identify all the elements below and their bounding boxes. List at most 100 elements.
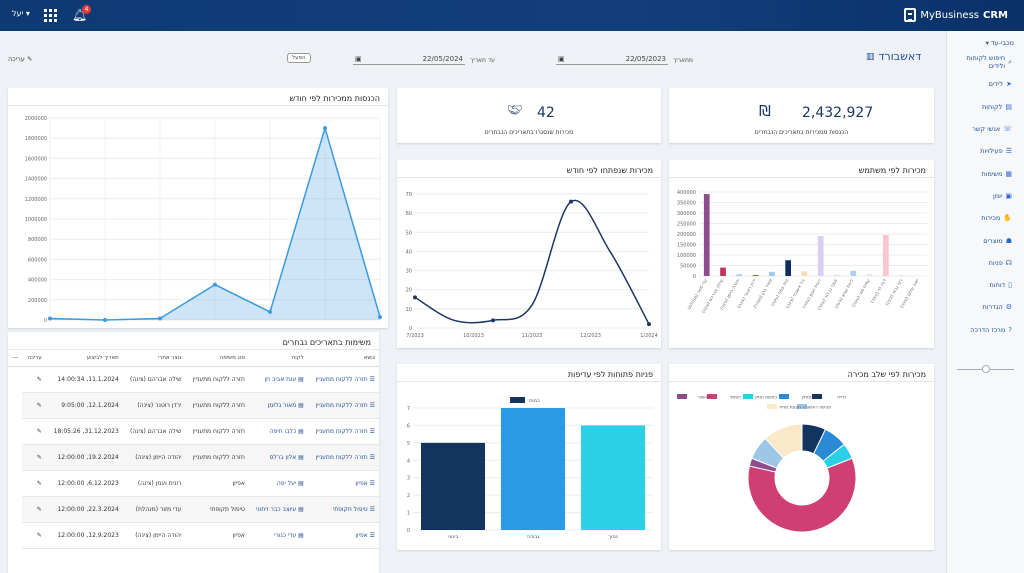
edit-pencil-icon[interactable]: ✎	[22, 392, 46, 419]
data-point	[491, 318, 495, 323]
tickets-icon: ☊	[1005, 258, 1012, 267]
table-cell: חזרה ללקוח מתעניין	[185, 418, 249, 445]
user-menu[interactable]: יעל ▾	[12, 9, 30, 18]
sidebar-item[interactable]: ▦ משימות	[947, 162, 1024, 184]
sidebar-item[interactable]: ▤ לקוחות	[947, 96, 1024, 118]
edit-pencil-icon[interactable]: ✎	[22, 496, 46, 523]
chart-title: פניות פתוחות לפי עדיפות	[397, 364, 661, 382]
y-tick-label: 1400000	[25, 177, 47, 183]
y-tick-label: 60	[406, 211, 412, 217]
account-selector[interactable]: מכבי-עד ▾	[985, 39, 1014, 47]
x-tick-label: דנה לוי (צינה)	[869, 278, 888, 305]
column-menu[interactable]: —	[8, 350, 23, 367]
to-date-input[interactable]: ▣ 22/05/2024	[353, 55, 465, 65]
revenue-area-chart: 2000000180000016000001400000120000010000…	[25, 116, 382, 324]
revenue-label: הכנסות ממכירות בתאריכים הנבחרים	[754, 129, 849, 136]
edit-dashboard-link[interactable]: עריכה ✎	[8, 55, 33, 63]
apply-filter-button[interactable]: הפעל	[287, 53, 311, 63]
table-row[interactable]: ☰ חזרה ללקוח מתעניין ▤ ענת אביב חן חזרה לל…	[8, 366, 379, 393]
sidebar-item[interactable]: ✋ מכירות	[947, 207, 1024, 229]
table-cell[interactable]: ☰ אפיון	[307, 470, 379, 497]
column-header[interactable]: סוג משימה	[185, 350, 249, 367]
sidebar-item[interactable]: ⚙ הגדרות	[947, 296, 1024, 318]
table-cell: 19.2.2024, 12:00:00	[45, 444, 123, 471]
legend-swatch	[707, 394, 717, 399]
sidebar-item[interactable]: ▯ דוחות	[947, 274, 1024, 296]
y-tick-label: 20	[406, 288, 412, 294]
closed-sales-stat-card: 🤝︎ 42 מכירות שנסגרו בתאריכים הנבחרים	[397, 88, 661, 143]
sidebar-item[interactable]: ? מרכז הדרכה	[947, 319, 1024, 341]
data-point	[569, 199, 573, 204]
sidebar-item-label: חיפוש לקוחות ולידים	[966, 54, 1006, 71]
cell-text: אלון ברלס	[269, 453, 297, 461]
table-cell[interactable]: ▤ עדי כנורי	[248, 522, 308, 549]
legend-swatch	[677, 394, 687, 399]
sidebar-item-label: הגדרות	[982, 303, 1003, 312]
legend-label: פגישה ראשונה	[803, 406, 831, 411]
from-date-input[interactable]: ▣ 22/05/2023	[556, 55, 668, 65]
cell-text: חזרה ללקוח מתעניין	[192, 427, 245, 435]
apps-grid-icon[interactable]	[44, 9, 57, 22]
edit-pencil-icon[interactable]: ✎	[22, 418, 46, 445]
sidebar-item[interactable]: ☰ פעילויות	[947, 140, 1024, 162]
sidebar-item[interactable]: ☗ מוצרים	[947, 229, 1024, 251]
customer-icon: ▤	[296, 531, 304, 539]
sidebar-item[interactable]: ☊ פניות	[947, 252, 1024, 274]
cell-text: יעל יפה	[276, 479, 297, 487]
table-cell[interactable]: ☰ חזרה ללקוח מתעניין	[307, 418, 379, 445]
table-row[interactable]: ☰ טיפול תקופתי ▤ עיוצב כבר זיתוני טיפול תק…	[8, 496, 379, 523]
sidebar-item[interactable]: ☏ אנשי קשר	[947, 118, 1024, 140]
table-cell: עדי מזור (מנהלת)	[122, 496, 186, 523]
table-cell: ירדן רוטנר (צינה)	[122, 392, 186, 419]
column-header[interactable]: לקוח	[248, 350, 308, 367]
cell-text: 31.12.2023, 18:05:26	[53, 427, 119, 435]
table-row[interactable]: ☰ חזרה ללקוח מתעניין ▤ אלון ברלס חזרה ללקו…	[8, 444, 379, 471]
edit-pencil-icon[interactable]: ✎	[22, 444, 46, 471]
table-cell[interactable]: ▤ מאור גלזמן	[248, 392, 308, 419]
y-tick-label: 40	[406, 249, 412, 255]
table-cell[interactable]: ▤ אלון ברלס	[248, 444, 308, 471]
sidebar-item[interactable]: ⌕ חיפוש לקוחות ולידים	[947, 51, 1024, 73]
table-cell[interactable]: ☰ חזרה ללקוח מתעניין	[307, 444, 379, 471]
table-row[interactable]: ☰ חזרה ללקוח מתעניין ▤ מאור גלזמן חזרה ללק…	[8, 392, 379, 419]
edit-pencil-icon[interactable]: ✎	[22, 470, 46, 497]
brand-logo[interactable]: MyBusiness CRM	[904, 8, 1008, 22]
sidebar-item-label: מרכז הדרכה	[970, 325, 1006, 334]
column-header[interactable]: תאריך לביצוע	[45, 350, 123, 367]
column-header[interactable]: עריכה	[22, 350, 46, 367]
table-row[interactable]: ☰ אפיון ▤ יעל יפה אפיון רונית ויגמן (צינה) 6…	[8, 470, 379, 497]
sidebar: מכבי-עד ▾ ⌕ חיפוש לקוחות ולידים ➤ לידים ▤ לקו…	[946, 31, 1024, 573]
edit-pencil-icon[interactable]: ✎	[22, 522, 46, 549]
edit-pencil-icon[interactable]: ✎	[22, 366, 46, 393]
sidebar-item-label: דוחות	[989, 281, 1006, 290]
y-tick-label: 5	[407, 441, 410, 447]
chart-title: מכירות לפי שלב מכירה	[669, 364, 934, 382]
table-cell[interactable]: ▤ עיוצב כבר זיתוני	[248, 496, 308, 523]
y-tick-label: 3	[407, 476, 410, 482]
column-header[interactable]: נושא	[307, 350, 379, 367]
table-title: משימות בתאריכים נבחרים	[8, 332, 379, 350]
customer-icon: ▤	[296, 453, 304, 461]
cell-text: 11.1.2024, 14:00:34	[57, 375, 119, 383]
table-row[interactable]: ☰ אפיון ▤ עדי כנורי אפיון יהודה היימן (צינה…	[8, 522, 379, 549]
table-cell[interactable]: ☰ חזרה ללקוח מתעניין	[307, 366, 379, 393]
table-cell[interactable]: ☰ טיפול תקופתי	[307, 496, 379, 523]
collapse-toggle[interactable]	[982, 365, 990, 373]
column-header[interactable]: נוצר אחרי	[122, 350, 186, 367]
table-cell[interactable]: ☰ אפיון	[307, 522, 379, 549]
table-cell[interactable]: ▤ ענת אביב חן	[248, 366, 308, 393]
sidebar-item[interactable]: ▣ יומן	[947, 185, 1024, 207]
shekel-icon: ₪	[759, 102, 771, 120]
y-tick-label: 1600000	[25, 156, 47, 162]
sidebar-item[interactable]: ➤ לידים	[947, 73, 1024, 95]
table-cell[interactable]: ▤ כלבו חיפה	[248, 418, 308, 445]
bar	[899, 274, 906, 276]
table-cell[interactable]: ▤ יעל יפה	[248, 470, 308, 497]
table-cell[interactable]: ☰ חזרה ללקוח מתעניין	[307, 392, 379, 419]
sidebar-item-label: אנשי קשר	[972, 125, 1001, 134]
sidebar-item-label: פעילויות	[980, 147, 1003, 156]
sidebar-item-label: לידים	[988, 80, 1004, 89]
table-row[interactable]: ☰ חזרה ללקוח מתעניין ▤ כלבו חיפה חזרה ללקו…	[8, 418, 379, 445]
list-icon: ☰	[367, 479, 375, 487]
sales-by-user-chart-card: מכירות לפי משתמש 400000 350000 300000 25000…	[669, 160, 934, 348]
